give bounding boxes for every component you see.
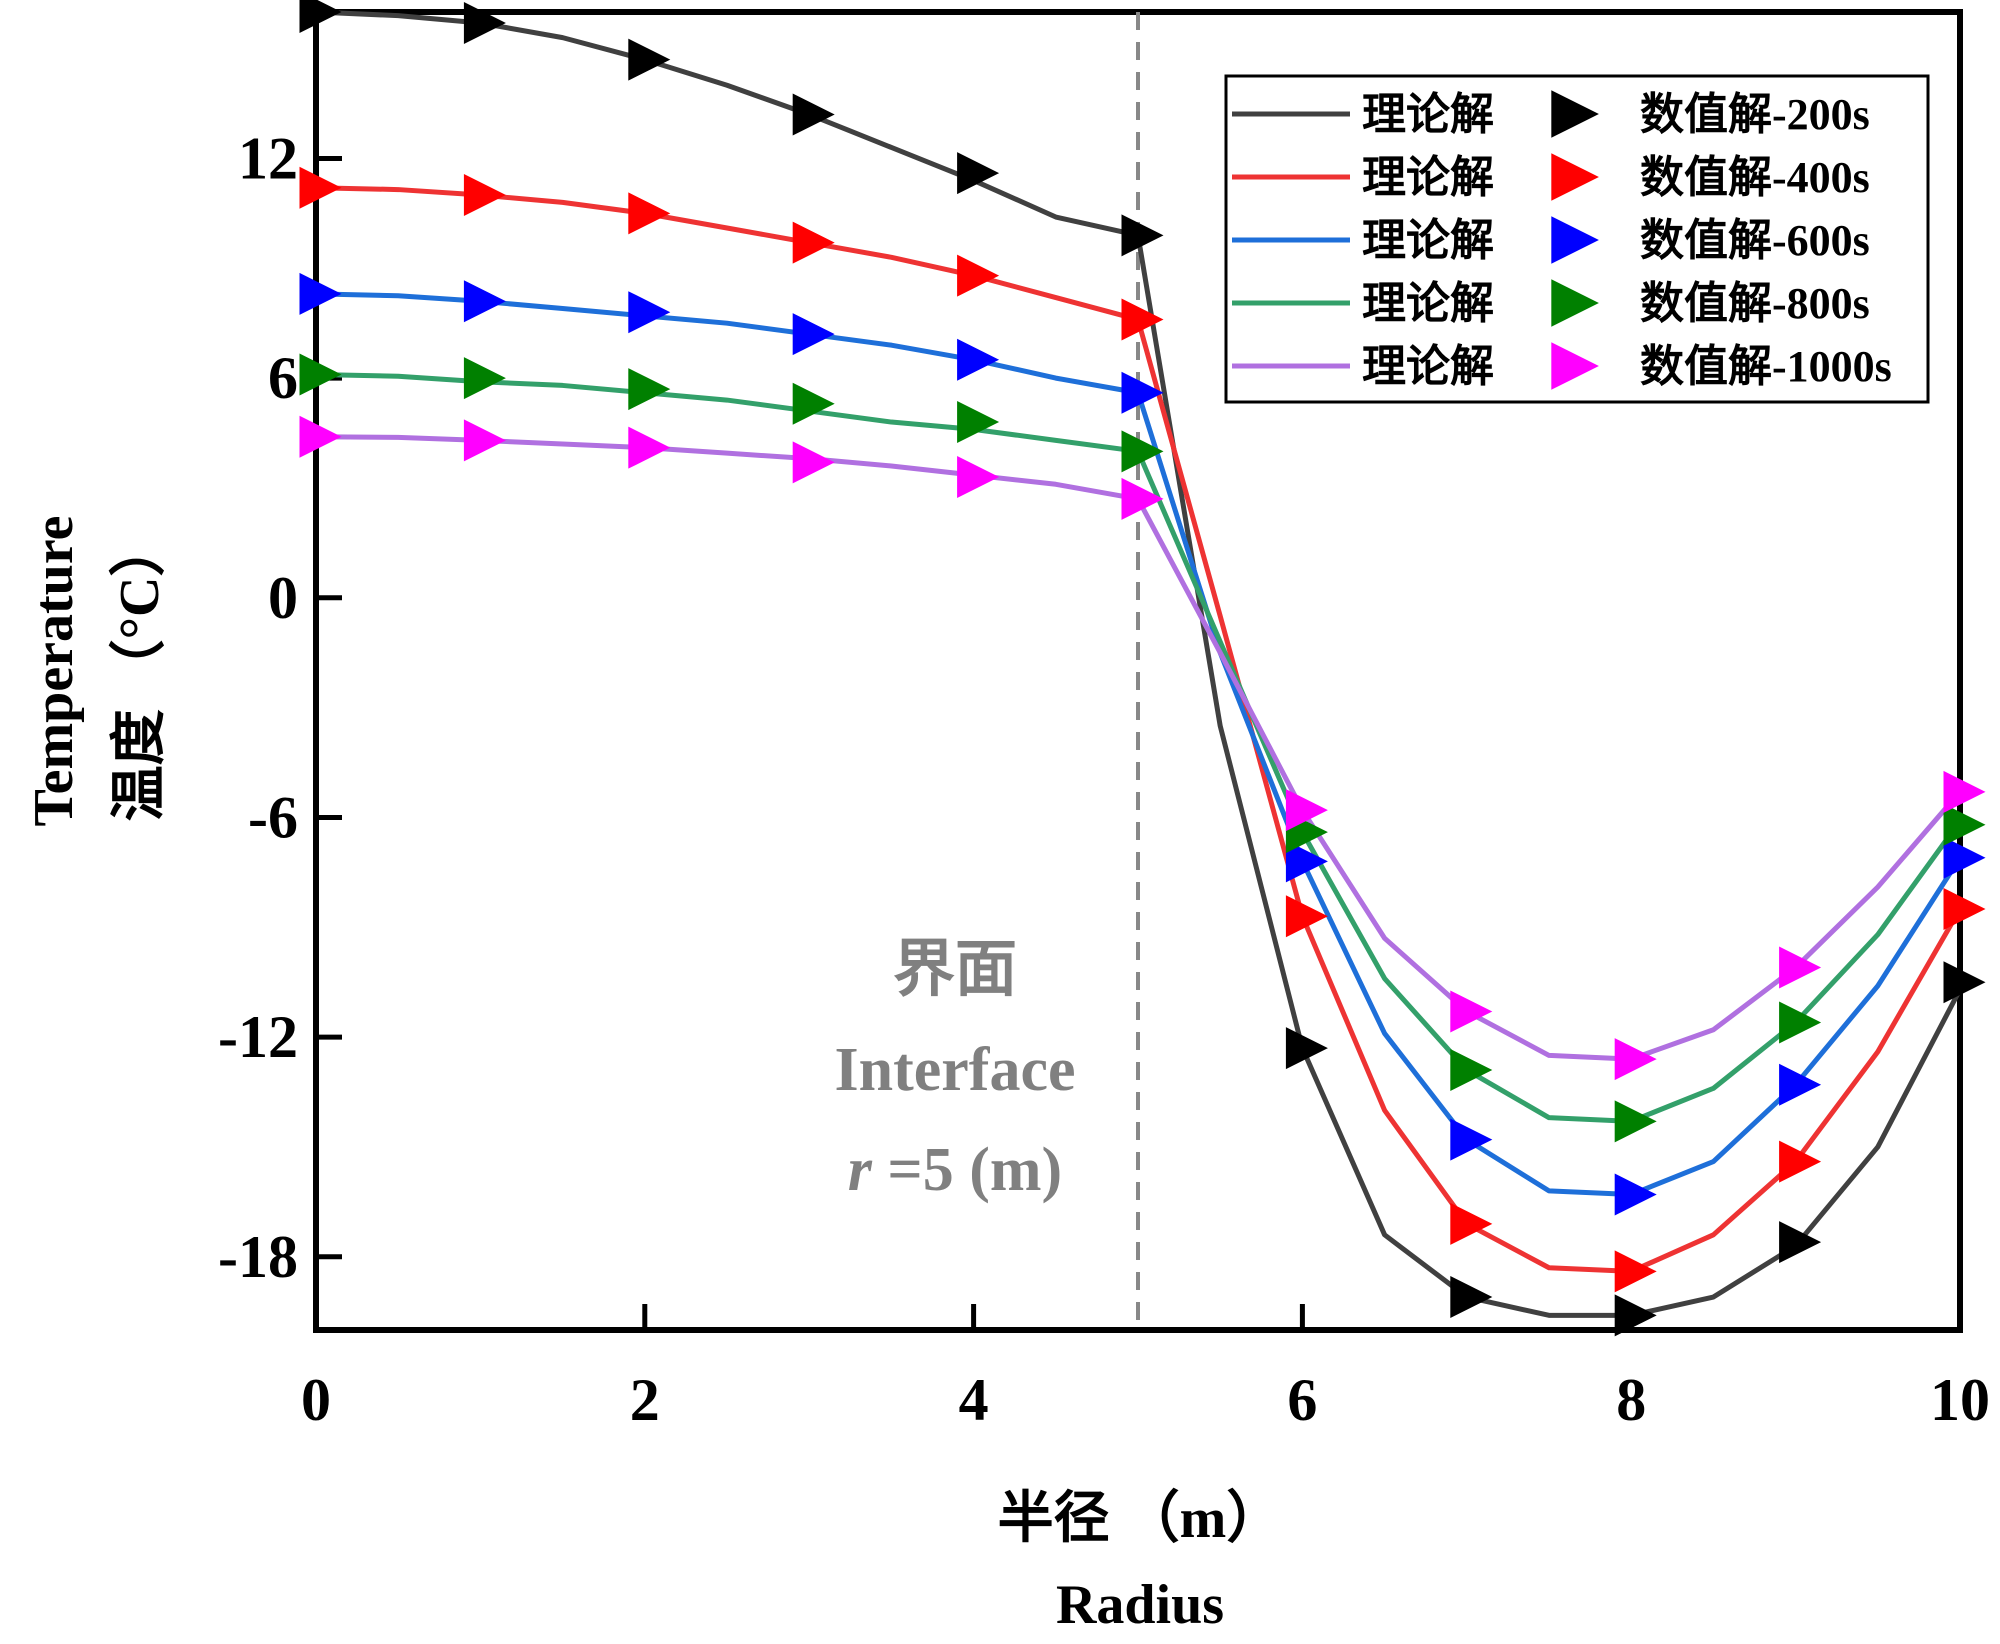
- numeric-marker: [957, 455, 1000, 498]
- numeric-marker: [628, 291, 671, 334]
- x-tick-label: 4: [959, 1367, 989, 1433]
- y-tick-label: -6: [248, 784, 298, 850]
- legend-theory-label: 理论解: [1362, 342, 1494, 391]
- numeric-marker: [1285, 1027, 1328, 1070]
- y-tick-label: -12: [218, 1004, 298, 1070]
- numeric-marker: [1614, 1100, 1657, 1143]
- numeric-marker: [1779, 1063, 1822, 1106]
- numeric-marker: [1779, 1001, 1822, 1044]
- legend-marker-1: [1551, 153, 1599, 201]
- x-tick-label: 0: [301, 1367, 331, 1433]
- y-axis-title-en: Temperature: [23, 515, 85, 826]
- interface-label-cn: 界面: [893, 936, 1017, 1004]
- numeric-marker: [1121, 371, 1164, 414]
- y-tick-label: 12: [238, 125, 298, 191]
- numeric-marker: [1943, 803, 1986, 846]
- x-tick-label: 2: [630, 1367, 660, 1433]
- numeric-marker: [1450, 1118, 1493, 1161]
- numeric-marker: [957, 401, 1000, 444]
- numeric-marker: [628, 38, 671, 81]
- numeric-marker: [1121, 430, 1164, 473]
- numeric-marker: [1614, 1173, 1657, 1216]
- numeric-marker: [792, 382, 835, 425]
- interface-radius-value: =5 (m): [872, 1136, 1062, 1204]
- legend-numeric-label: 数值解-600s: [1640, 216, 1870, 265]
- numeric-marker: [1779, 1140, 1822, 1183]
- numeric-marker: [628, 192, 671, 235]
- legend-theory-label: 理论解: [1362, 90, 1494, 139]
- numeric-marker: [1450, 990, 1493, 1033]
- numeric-marker: [299, 272, 342, 315]
- legend-marker-0: [1551, 90, 1599, 138]
- numeric-marker: [1614, 1250, 1657, 1293]
- numeric-marker: [1943, 836, 1986, 879]
- numeric-marker: [299, 353, 342, 396]
- numeric-markers: [299, 0, 1986, 1337]
- numeric-marker: [792, 441, 835, 484]
- x-axis-title-en: Radius: [1056, 1574, 1224, 1636]
- legend-marker-3: [1551, 279, 1599, 327]
- numeric-marker: [1450, 1276, 1493, 1319]
- legend-numeric-label: 数值解-1000s: [1640, 342, 1892, 391]
- x-tick-label: 6: [1287, 1367, 1317, 1433]
- numeric-marker: [1121, 214, 1164, 257]
- interface-label-en: Interface: [835, 1036, 1076, 1104]
- legend-marker-2: [1551, 216, 1599, 264]
- numeric-marker: [463, 419, 506, 462]
- numeric-marker: [957, 152, 1000, 195]
- numeric-marker: [1779, 1221, 1822, 1264]
- y-axis-title-cn: 温度 （°C）: [108, 521, 171, 822]
- x-axis-title-cn: 半径 （m）: [998, 1487, 1283, 1550]
- numeric-marker: [628, 368, 671, 411]
- legend-theory-label: 理论解: [1362, 279, 1494, 328]
- numeric-marker: [1285, 895, 1328, 938]
- legend-numeric-label: 数值解-400s: [1640, 153, 1870, 202]
- numeric-marker: [299, 166, 342, 209]
- numeric-marker: [1121, 477, 1164, 520]
- numeric-marker: [463, 280, 506, 323]
- y-tick-label: 0: [268, 565, 298, 631]
- numeric-marker: [299, 415, 342, 458]
- numeric-marker: [1943, 961, 1986, 1004]
- numeric-marker: [463, 357, 506, 400]
- legend-marker-4: [1551, 342, 1599, 390]
- legend-theory-label: 理论解: [1362, 216, 1494, 265]
- numeric-marker: [1614, 1294, 1657, 1337]
- numeric-marker: [1779, 946, 1822, 989]
- numeric-marker: [792, 221, 835, 264]
- numeric-marker: [463, 174, 506, 217]
- numeric-marker: [1943, 770, 1986, 813]
- y-tick-label: -18: [218, 1224, 298, 1290]
- numeric-marker: [299, 0, 342, 33]
- numeric-marker: [1450, 1202, 1493, 1245]
- numeric-marker: [792, 93, 835, 136]
- numeric-marker: [957, 254, 1000, 297]
- numeric-marker: [957, 338, 1000, 381]
- legend-theory-label: 理论解: [1362, 153, 1494, 202]
- numeric-marker: [463, 1, 506, 44]
- y-tick-label: 6: [268, 345, 298, 411]
- numeric-marker: [1614, 1038, 1657, 1081]
- numeric-marker: [1121, 298, 1164, 341]
- interface-radius-label: r =5 (m): [848, 1136, 1062, 1204]
- numeric-marker: [1943, 887, 1986, 930]
- legend-numeric-label: 数值解-800s: [1640, 279, 1870, 328]
- numeric-marker: [628, 426, 671, 469]
- x-tick-label: 10: [1930, 1367, 1990, 1433]
- numeric-marker: [1450, 1049, 1493, 1092]
- numeric-marker: [1285, 840, 1328, 883]
- y-axis-ticks: 12 6 0 -6 -12 -18: [218, 125, 342, 1290]
- x-tick-label: 8: [1616, 1367, 1646, 1433]
- interface-radius-var: r: [848, 1136, 873, 1204]
- numeric-marker: [1285, 789, 1328, 832]
- legend-numeric-label: 数值解-200s: [1640, 90, 1870, 139]
- numeric-marker: [792, 313, 835, 356]
